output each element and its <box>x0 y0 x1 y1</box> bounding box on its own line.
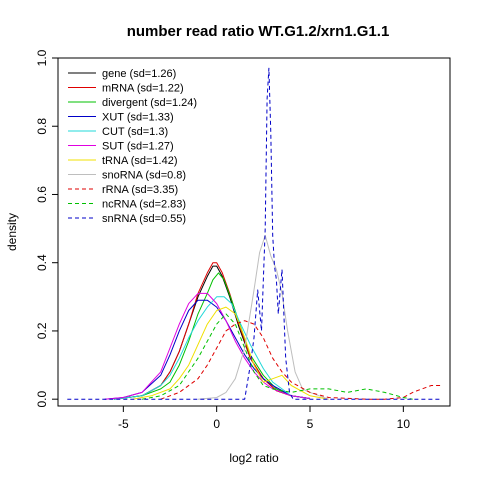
chart-title: number read ratio WT.G1.2/xrn1.G1.1 <box>127 23 390 40</box>
legend-label: snoRNA (sd=0.8) <box>102 170 186 182</box>
legend-label: gene (sd=1.26) <box>102 68 176 80</box>
series-lines <box>67 67 441 400</box>
x-tick-label: 10 <box>397 417 411 431</box>
legend-label: snRNA (sd=0.55) <box>102 213 186 225</box>
x-axis: -5 0 5 10 <box>118 406 410 431</box>
series-line <box>113 272 311 400</box>
y-axis: 0.0 0.2 0.4 0.6 0.8 1.0 <box>35 49 58 408</box>
series-line <box>132 306 329 400</box>
plot-frame <box>57 57 451 407</box>
legend-label: tRNA (sd=1.42) <box>102 155 178 167</box>
legend-label: ncRNA (sd=2.83) <box>102 199 186 211</box>
series-line <box>141 313 413 400</box>
x-tick-label: 0 <box>213 417 220 431</box>
y-tick-label: 0.4 <box>35 254 49 271</box>
y-tick-label: 1.0 <box>35 49 49 66</box>
y-tick-label: 0.2 <box>35 322 49 339</box>
series-line <box>160 320 441 400</box>
y-tick-label: 0.8 <box>35 118 49 135</box>
y-axis-label: density <box>5 213 19 251</box>
series-line <box>197 234 329 400</box>
x-axis-label: log2 ratio <box>229 451 279 465</box>
series-line <box>67 67 441 400</box>
legend-label: divergent (sd=1.24) <box>102 97 197 109</box>
legend: gene (sd=1.26) mRNA (sd=1.22) divergent (s… <box>68 68 197 225</box>
x-tick-label: 5 <box>307 417 314 431</box>
x-tick-label: -5 <box>118 417 129 431</box>
y-tick-label: 0.6 <box>35 186 49 203</box>
legend-label: rRNA (sd=3.35) <box>102 184 178 196</box>
legend-label: mRNA (sd=1.22) <box>102 83 184 95</box>
legend-label: XUT (sd=1.33) <box>102 112 174 124</box>
legend-label: SUT (sd=1.27) <box>102 141 174 153</box>
y-tick-label: 0.0 <box>35 391 49 408</box>
series-line <box>104 299 311 400</box>
legend-label: CUT (sd=1.3) <box>102 126 168 138</box>
series-line <box>113 296 311 400</box>
